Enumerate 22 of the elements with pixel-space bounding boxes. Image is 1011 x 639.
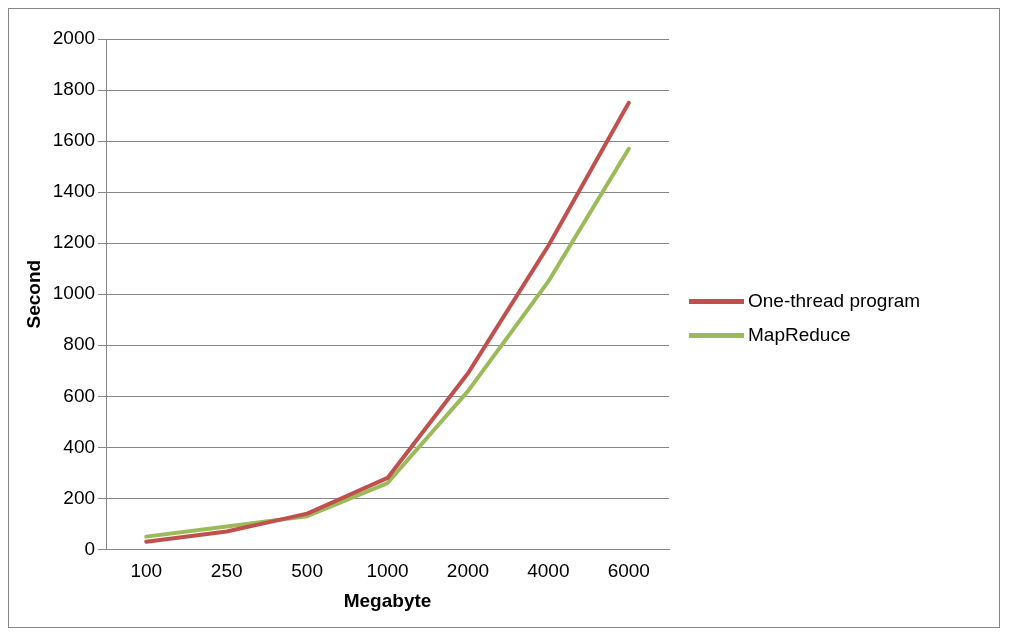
y-tick-label: 800 xyxy=(63,333,96,355)
y-tick-label: 2000 xyxy=(52,27,96,49)
x-axis-title: Megabyte xyxy=(343,589,432,611)
y-tick-label: 600 xyxy=(63,384,96,406)
x-tick-label: 4000 xyxy=(527,560,570,582)
legend-label: MapReduce xyxy=(748,324,851,346)
x-tick-label: 250 xyxy=(210,560,243,582)
x-tick-label: 1000 xyxy=(366,560,409,582)
y-tick-label: 1200 xyxy=(52,231,96,253)
y-tick-label: 1600 xyxy=(52,129,96,151)
x-tick-label: 2000 xyxy=(446,560,490,582)
y-tick-label: 400 xyxy=(63,435,96,457)
legend-label: One-thread program xyxy=(748,290,921,312)
y-tick-label: 1400 xyxy=(52,180,96,202)
x-tick-label: 6000 xyxy=(607,560,650,582)
x-tick-label: 500 xyxy=(291,560,323,582)
y-axis-title: Second xyxy=(22,259,44,329)
x-tick-label: 100 xyxy=(130,560,163,582)
y-tick-label: 1000 xyxy=(52,282,96,304)
y-tick-label: 200 xyxy=(63,486,96,508)
y-tick-label: 1800 xyxy=(52,78,96,100)
y-tick-label: 0 xyxy=(84,537,96,559)
